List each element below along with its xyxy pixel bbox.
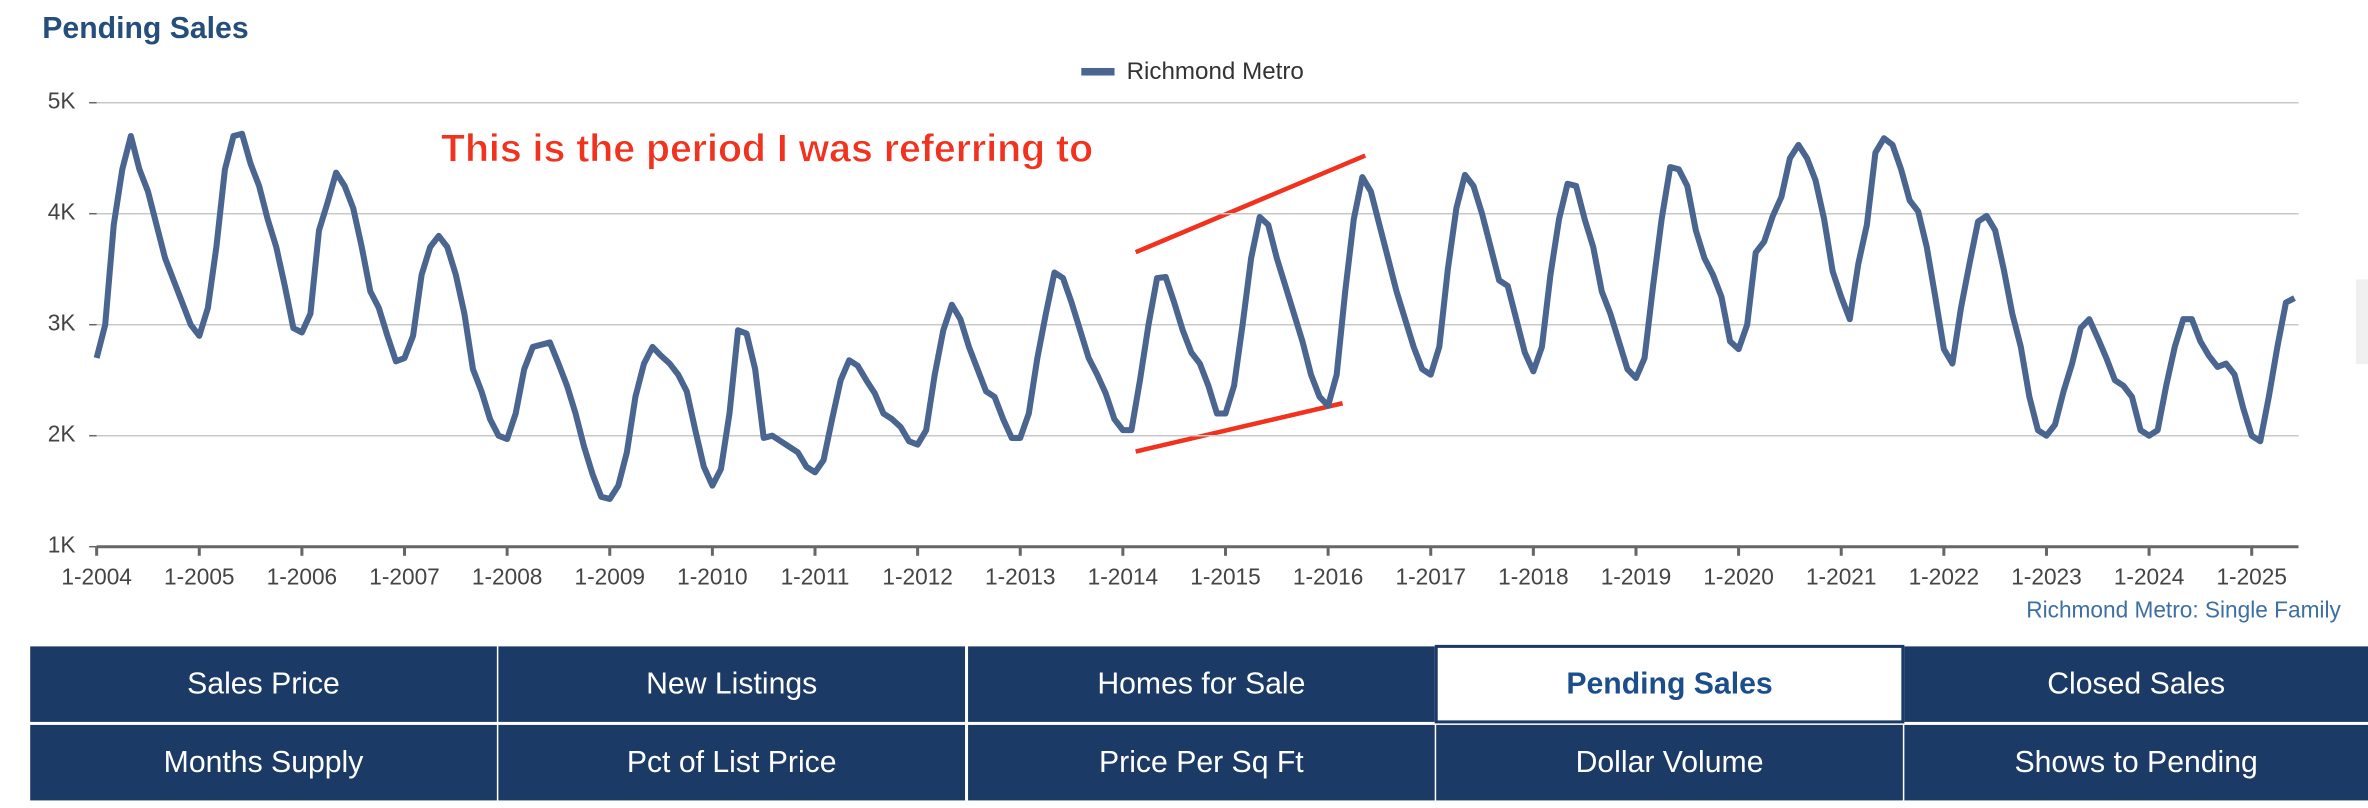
tab-background bbox=[968, 646, 1435, 722]
tab-label: Dollar Volume bbox=[1576, 746, 1764, 779]
tab-background bbox=[498, 724, 966, 801]
x-tick-label: 1-2019 bbox=[1601, 563, 1671, 589]
tab-label: Price Per Sq Ft bbox=[1099, 746, 1304, 779]
tab-background bbox=[1436, 724, 1903, 801]
annotation-line bbox=[1134, 153, 1367, 255]
chart-title: Pending Sales bbox=[42, 12, 248, 45]
tab-background bbox=[1904, 646, 2368, 722]
tab-background bbox=[968, 724, 1435, 801]
x-tick-label: 1-2012 bbox=[882, 563, 953, 589]
x-tick-label: 1-2020 bbox=[1703, 563, 1774, 589]
tab-label: Sales Price bbox=[187, 668, 340, 701]
tab-background bbox=[1904, 724, 2368, 801]
tab-background bbox=[30, 724, 497, 801]
y-tick-label: 2K bbox=[48, 421, 76, 447]
x-tick-label: 1-2013 bbox=[985, 563, 1055, 589]
tab-button[interactable]: Pct of List Price bbox=[498, 724, 966, 801]
tab-button[interactable]: New Listings bbox=[498, 646, 966, 722]
x-tick-label: 1-2014 bbox=[1088, 563, 1159, 589]
tab-label: Shows to Pending bbox=[2015, 746, 2258, 779]
annotation-line bbox=[1135, 401, 1344, 454]
tab-button[interactable]: Homes for Sale bbox=[968, 646, 1435, 722]
side-handle bbox=[2355, 279, 2368, 364]
tab-label: New Listings bbox=[646, 668, 817, 701]
tab-label: Pct of List Price bbox=[627, 746, 837, 779]
y-tick-label: 3K bbox=[48, 310, 76, 336]
tab-background bbox=[498, 646, 966, 722]
tab-background bbox=[1434, 644, 1905, 724]
annotation: This is the period I was referring to bbox=[441, 126, 1093, 170]
tab-button[interactable]: Closed Sales bbox=[1904, 646, 2368, 722]
line bbox=[93, 130, 2296, 502]
x-tick-label: 1-2022 bbox=[1909, 563, 1980, 589]
x-tick-label: 1-2004 bbox=[61, 563, 132, 589]
legend-label: Richmond Metro bbox=[1127, 58, 1304, 85]
tab-button[interactable]: Sales Price bbox=[30, 646, 497, 722]
tab-button[interactable]: Pending Sales bbox=[1434, 644, 1905, 724]
tab-button[interactable]: Months Supply bbox=[30, 724, 497, 801]
x-tick-label: 1-2023 bbox=[2011, 563, 2081, 589]
tab-label: Closed Sales bbox=[2047, 668, 2225, 701]
x-tick-label: 1-2025 bbox=[2216, 563, 2286, 589]
x-tick-label: 1-2018 bbox=[1498, 563, 1569, 589]
tab-label: Homes for Sale bbox=[1097, 668, 1305, 701]
x-tick-label: 1-2006 bbox=[267, 563, 338, 589]
tab-button[interactable]: Dollar Volume bbox=[1436, 724, 1903, 801]
x-tick-label: 1-2005 bbox=[164, 563, 235, 589]
x-tick-label: 1-2016 bbox=[1293, 563, 1364, 589]
x-tick-label: 1-2011 bbox=[781, 563, 850, 589]
tab-label: Pending Sales bbox=[1566, 668, 1772, 701]
x-tick-label: 1-2009 bbox=[575, 563, 646, 589]
tab-button[interactable]: Price Per Sq Ft bbox=[968, 724, 1435, 801]
x-tick-label: 1-2021 bbox=[1806, 563, 1877, 589]
tab-label: Months Supply bbox=[164, 746, 365, 779]
x-tick-label: 1-2008 bbox=[472, 563, 543, 589]
source: Richmond Metro: Single Family bbox=[2026, 597, 2341, 623]
x-tick-label: 1-2024 bbox=[2114, 563, 2185, 589]
x-tick-label: 1-2007 bbox=[369, 563, 440, 589]
y-tick-label: 4K bbox=[48, 199, 76, 225]
tab-button[interactable]: Shows to Pending bbox=[1904, 724, 2368, 801]
legend-swatch bbox=[1081, 67, 1115, 76]
y-tick-label: 1K bbox=[48, 532, 76, 558]
x-tick-label: 1-2015 bbox=[1190, 563, 1261, 589]
x-tick-label: 1-2010 bbox=[677, 563, 748, 589]
tab-background bbox=[30, 646, 497, 722]
y-tick-label: 5K bbox=[48, 88, 76, 114]
x-tick-label: 1-2017 bbox=[1395, 563, 1466, 589]
